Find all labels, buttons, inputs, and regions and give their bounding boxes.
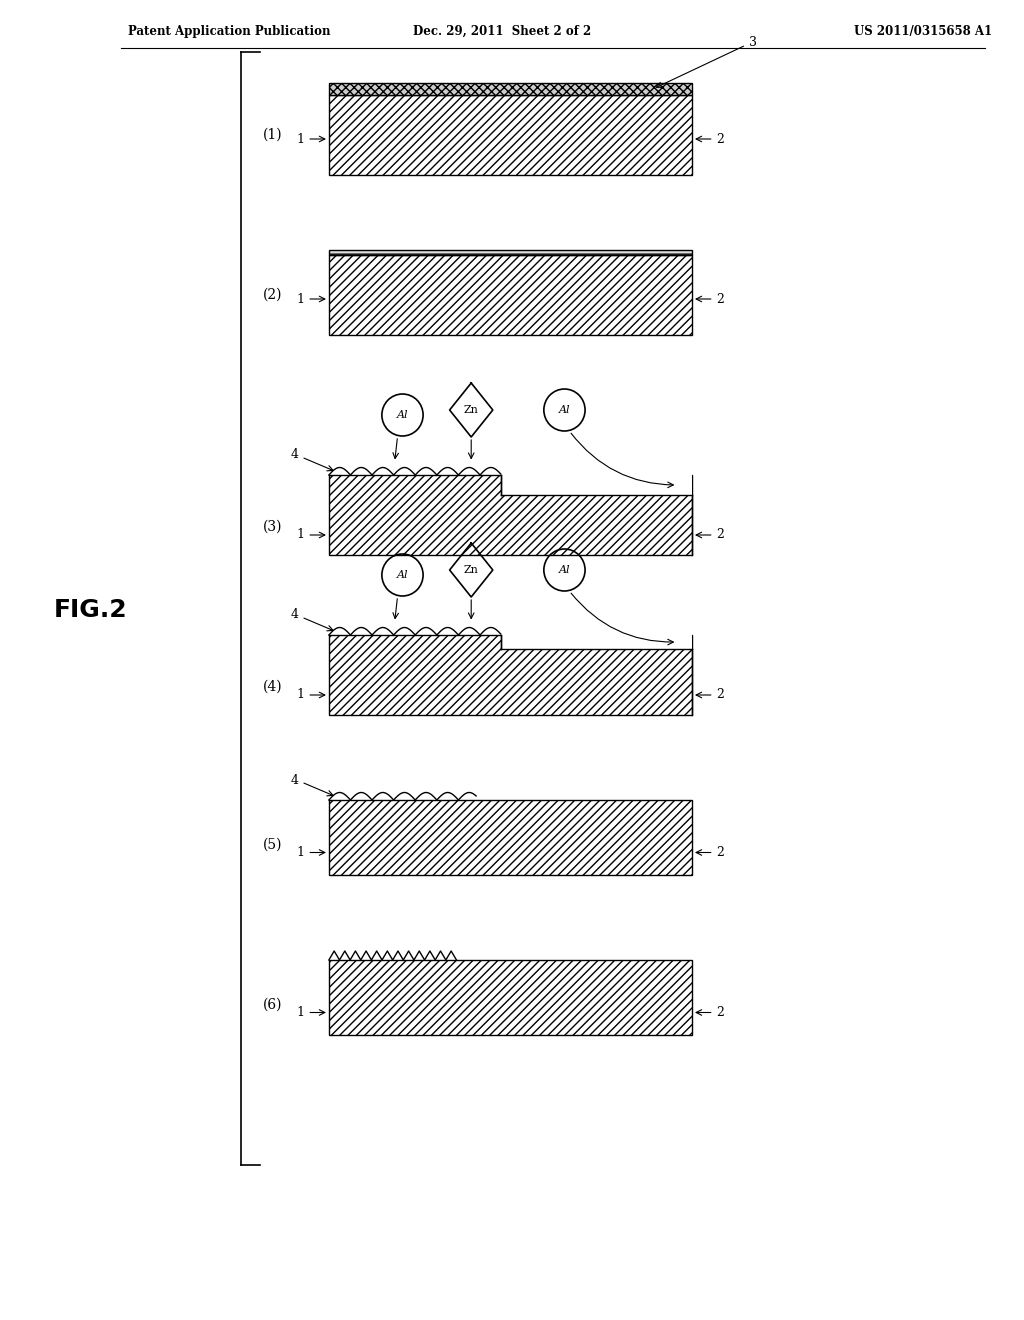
Text: 2: 2 xyxy=(717,689,725,701)
Bar xyxy=(329,475,692,554)
Text: (6): (6) xyxy=(263,998,283,1012)
Text: Al: Al xyxy=(396,570,409,579)
Bar xyxy=(501,634,692,649)
Bar xyxy=(501,473,692,495)
Bar xyxy=(329,800,692,875)
Text: 1: 1 xyxy=(296,846,304,859)
Text: (5): (5) xyxy=(263,838,283,851)
Text: (2): (2) xyxy=(263,288,283,302)
Text: Al: Al xyxy=(559,405,570,414)
Text: (4): (4) xyxy=(263,680,283,694)
Text: US 2011/0315658 A1: US 2011/0315658 A1 xyxy=(854,25,992,38)
Text: 4: 4 xyxy=(291,449,298,462)
Text: 1: 1 xyxy=(296,293,304,305)
Text: Al: Al xyxy=(559,565,570,576)
Bar xyxy=(329,249,692,255)
Text: 2: 2 xyxy=(717,528,725,541)
Text: 1: 1 xyxy=(296,1006,304,1019)
Text: FIG.2: FIG.2 xyxy=(54,598,128,622)
Text: (3): (3) xyxy=(263,520,283,535)
Text: Al: Al xyxy=(396,411,409,420)
Text: 4: 4 xyxy=(291,774,298,787)
Text: 3: 3 xyxy=(749,37,757,49)
Text: 4: 4 xyxy=(291,609,298,622)
Text: Patent Application Publication: Patent Application Publication xyxy=(128,25,330,38)
Text: Zn: Zn xyxy=(464,405,478,414)
Text: 2: 2 xyxy=(717,846,725,859)
Text: Zn: Zn xyxy=(464,565,478,576)
Text: 1: 1 xyxy=(296,689,304,701)
Text: 1: 1 xyxy=(296,132,304,145)
Bar xyxy=(329,960,692,1035)
Bar xyxy=(329,635,692,715)
Text: 1: 1 xyxy=(296,528,304,541)
Text: Dec. 29, 2011  Sheet 2 of 2: Dec. 29, 2011 Sheet 2 of 2 xyxy=(414,25,592,38)
Bar xyxy=(329,255,692,335)
Bar xyxy=(329,95,692,176)
Text: (1): (1) xyxy=(263,128,283,143)
Bar xyxy=(329,83,692,95)
Text: 2: 2 xyxy=(717,132,725,145)
Text: 2: 2 xyxy=(717,1006,725,1019)
Text: 2: 2 xyxy=(717,293,725,305)
